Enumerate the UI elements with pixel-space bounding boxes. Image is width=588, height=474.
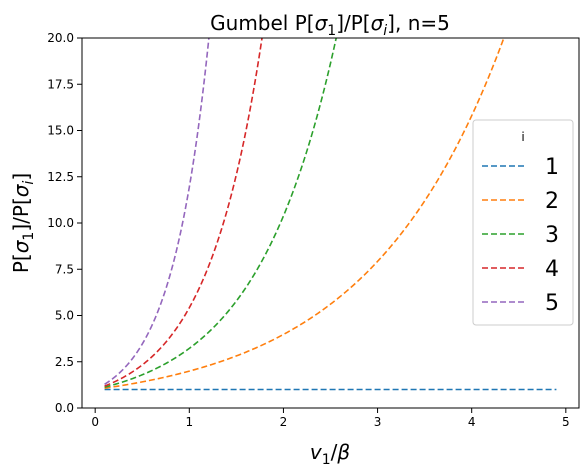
- y-tick-label: 20.0: [47, 31, 74, 45]
- x-tick-label: 5: [562, 415, 570, 429]
- series-line-4: [104, 38, 263, 387]
- legend-label-4: 4: [545, 257, 559, 282]
- legend-label-2: 2: [545, 189, 559, 214]
- x-tick-label: 4: [468, 415, 476, 429]
- y-tick-label: 0.0: [55, 401, 74, 415]
- plot-frame: [81, 37, 580, 409]
- y-tick-label: 15.0: [47, 124, 74, 138]
- series-line-2: [104, 38, 505, 389]
- y-tick-label: 7.5: [55, 262, 74, 276]
- x-tick-label: 1: [185, 415, 193, 429]
- x-tick-label: 0: [91, 415, 99, 429]
- x-axis-label: v1/β: [310, 440, 351, 468]
- y-tick-label: 10.0: [47, 216, 74, 230]
- series-lines: [104, 38, 557, 391]
- axis-ticks: 0 1 2 3 4 5 0.0 2.5 5.0 7.5 10.0 12.5 15.0 17.5 20.0: [47, 31, 569, 429]
- chart-title: Gumbel P[σ1]/P[σi], n=5: [210, 11, 450, 39]
- x-tick-label: 3: [374, 415, 382, 429]
- legend: i 1 2 3 4 5: [472, 119, 574, 326]
- x-tick-label: 2: [280, 415, 288, 429]
- y-tick-label: 5.0: [55, 309, 74, 323]
- series-line-3: [104, 38, 338, 388]
- y-tick-label: 12.5: [47, 170, 74, 184]
- y-tick-label: 17.5: [47, 77, 74, 91]
- legend-label-5: 5: [545, 291, 559, 316]
- legend-box: [472, 119, 574, 326]
- legend-label-1: 1: [545, 155, 559, 180]
- legend-title: i: [521, 130, 524, 144]
- y-tick-label: 2.5: [55, 355, 74, 369]
- y-axis-label: P[σ1]/P[σi]: [9, 173, 37, 273]
- legend-label-3: 3: [545, 223, 559, 248]
